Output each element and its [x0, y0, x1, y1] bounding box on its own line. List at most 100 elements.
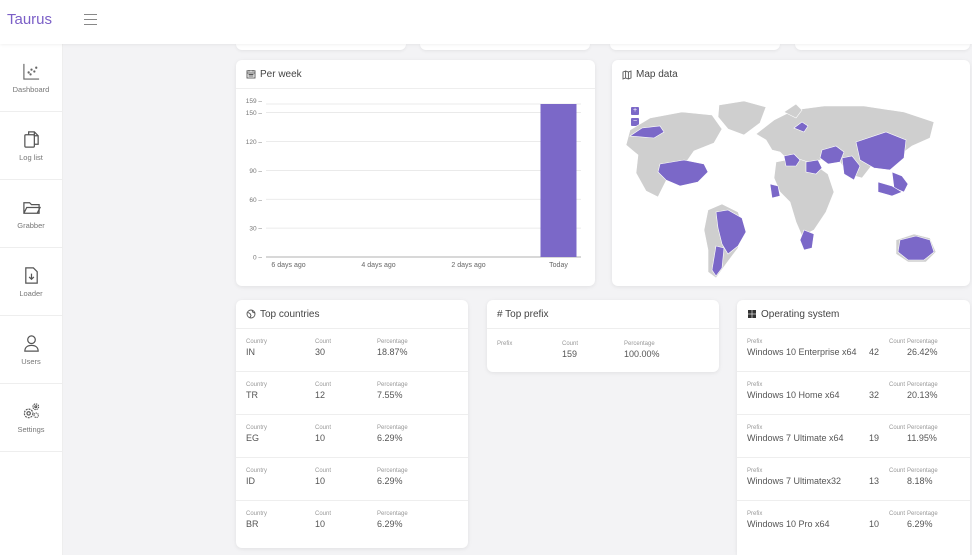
sidebar-item-label: Users	[21, 356, 41, 366]
sidebar-item-grabber[interactable]: Grabber	[0, 180, 62, 248]
prefix-header: Prefix	[747, 339, 763, 345]
table-row: Prefix Windows 7 Ultimatex32 Count 13 Percen…	[737, 458, 970, 501]
table-row: Country EG Count 10 Percentage 6.29%	[236, 415, 468, 458]
percentage-value: 20.13%	[907, 390, 938, 400]
count-header: Count	[888, 468, 905, 474]
table-row: Prefix Count 159 Percentage 100.00%	[487, 329, 719, 372]
percentage-header: Percentage	[907, 339, 938, 345]
calendar-icon	[246, 70, 256, 79]
percentage-value: 6.29%	[377, 476, 403, 486]
percentage-header: Percentage	[377, 511, 408, 517]
table-row: Prefix Windows 10 Enterprise x64 Count 42 Pe…	[737, 329, 970, 372]
count-header: Count	[562, 341, 579, 347]
percentage-header: Percentage	[377, 339, 408, 345]
percentage-value: 100.00%	[624, 349, 660, 359]
percentage-value: 6.29%	[377, 519, 403, 529]
percentage-header: Percentage	[907, 468, 938, 474]
top-prefix-card: # Top prefix Prefix Count 159 Percentage 1…	[487, 300, 719, 372]
count-value: 10	[315, 519, 326, 529]
count-value: 10	[315, 476, 326, 486]
country-header: Country	[246, 511, 268, 517]
prefix-header: Prefix	[747, 382, 763, 388]
y-tick-label: 60 –	[249, 197, 262, 204]
y-tick-label: 0 –	[253, 255, 262, 262]
percentage-value: 6.29%	[907, 519, 933, 529]
file-download-icon	[24, 266, 38, 284]
per-week-chart: 0 – 30 – 60 – 90 – 120 – 150 – 159 – 6 days ago…	[246, 98, 581, 269]
sidebar-item-log-list[interactable]: Log list	[0, 112, 62, 180]
country-header: Country	[246, 382, 268, 388]
prefix-header: Prefix	[497, 341, 513, 347]
map-card: Map data + −	[612, 60, 970, 286]
count-header: Count	[888, 425, 905, 431]
count-value: 42	[869, 347, 880, 357]
country-header: Country	[246, 468, 268, 474]
folder-icon	[22, 201, 41, 214]
count-header: Count	[315, 468, 332, 474]
zoom-out-button[interactable]: −	[631, 118, 639, 126]
country-value: BR	[246, 519, 259, 529]
bar[interactable]	[540, 104, 577, 257]
card-stub	[420, 44, 590, 50]
card-header: Operating system	[737, 300, 970, 329]
operating-system-card: Operating system Prefix Windows 10 Enterp…	[737, 300, 970, 555]
percentage-value: 26.42%	[907, 347, 938, 357]
percentage-header: Percentage	[907, 382, 938, 388]
count-value: 13	[869, 476, 880, 486]
y-tick-label: 30 –	[249, 226, 262, 233]
country-header: Country	[246, 425, 268, 431]
count-value: 10	[869, 519, 880, 529]
sidebar-item-label: Log list	[19, 152, 43, 162]
card-stub	[610, 44, 780, 50]
sidebar-item-users[interactable]: Users	[0, 316, 62, 384]
zoom-in-button[interactable]: +	[631, 107, 639, 115]
count-value: 30	[315, 347, 326, 357]
country-value: EG	[246, 433, 260, 443]
country-header: Country	[246, 339, 268, 345]
card-header: # Top prefix	[487, 300, 719, 329]
app-title[interactable]: Taurus	[7, 11, 53, 28]
sidebar-item-loader[interactable]: Loader	[0, 248, 62, 316]
country-value: ID	[246, 476, 255, 486]
percentage-header: Percentage	[907, 425, 938, 431]
count-value: 12	[315, 390, 326, 400]
card-title: # Top prefix	[497, 308, 549, 320]
prefix-value: Windows 10 Home x64	[747, 390, 840, 400]
prefix-header: Prefix	[747, 511, 763, 517]
menu-icon[interactable]	[84, 14, 97, 25]
top-bar: Taurus	[0, 0, 972, 44]
chart-icon	[22, 63, 39, 80]
percentage-value: 11.95%	[907, 433, 937, 443]
prefix-value: Windows 7 Ultimatex32	[747, 476, 842, 486]
top-countries-card: Top countries Country IN Count 30 Percentage…	[236, 300, 468, 548]
gears-icon	[23, 402, 39, 418]
prefix-value: Windows 7 Ultimate x64	[747, 433, 844, 443]
per-week-card: Per week 0 – 30 – 60 – 90 – 120 – 150 – 159 – 6…	[236, 60, 595, 286]
count-value: 10	[315, 433, 326, 443]
map-highlighted-countries	[629, 121, 935, 277]
card-header: Top countries	[236, 300, 468, 329]
percentage-header: Percentage	[377, 468, 408, 474]
percentage-value: 7.55%	[377, 390, 403, 400]
y-tick-label: 150 –	[246, 110, 263, 117]
table-row: Country TR Count 12 Percentage 7.55%	[236, 372, 468, 415]
copy-icon	[23, 130, 39, 148]
user-icon	[23, 334, 39, 352]
top-countries-table: Country IN Count 30 Percentage 18.87% Country T…	[236, 329, 468, 544]
percentage-header: Percentage	[377, 425, 408, 431]
card-title: Per week	[260, 68, 302, 80]
card-title: Operating system	[761, 308, 840, 320]
sidebar-item-label: Loader	[19, 288, 43, 298]
prefix-header: Prefix	[747, 468, 763, 474]
y-tick-label: 159 –	[246, 98, 263, 105]
sidebar-item-settings[interactable]: Settings	[0, 384, 62, 452]
table-row: Country IN Count 30 Percentage 18.87%	[236, 329, 468, 372]
table-row: Prefix Windows 10 Pro x64 Count 10 Percentag…	[737, 501, 970, 544]
sidebar-item-dashboard[interactable]: Dashboard	[0, 44, 62, 112]
count-header: Count	[315, 511, 332, 517]
count-header: Count	[315, 339, 332, 345]
world-map[interactable]	[624, 100, 964, 285]
country-value: IN	[246, 347, 255, 357]
map-icon	[622, 69, 632, 80]
card-header: Map data	[612, 60, 970, 89]
